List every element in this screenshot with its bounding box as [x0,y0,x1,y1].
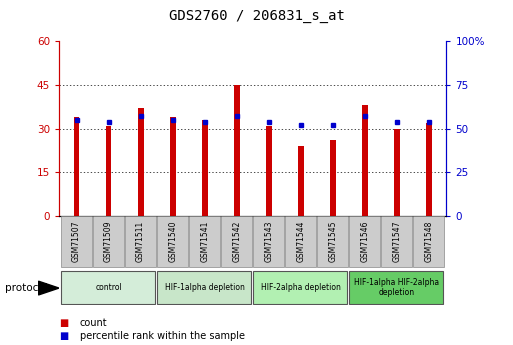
Bar [74,117,80,216]
Text: GSM71507: GSM71507 [72,221,81,262]
FancyBboxPatch shape [157,216,188,267]
FancyBboxPatch shape [381,216,412,267]
FancyBboxPatch shape [189,216,220,267]
FancyBboxPatch shape [413,216,444,267]
Text: GSM71511: GSM71511 [136,221,145,262]
Text: GSM71543: GSM71543 [264,221,273,262]
Text: GSM71547: GSM71547 [392,221,401,262]
FancyBboxPatch shape [285,216,317,267]
FancyBboxPatch shape [349,216,380,267]
Text: HIF-1alpha HIF-2alpha
depletion: HIF-1alpha HIF-2alpha depletion [354,277,439,297]
Bar [426,123,431,216]
FancyBboxPatch shape [157,270,251,304]
Bar [266,126,271,216]
Text: GSM71546: GSM71546 [360,221,369,262]
Text: GSM71540: GSM71540 [168,221,177,262]
Text: GSM71541: GSM71541 [200,221,209,262]
Text: GSM71545: GSM71545 [328,221,337,262]
Text: ■: ■ [59,318,68,327]
Bar [362,105,368,216]
Bar [170,117,175,216]
Text: percentile rank within the sample: percentile rank within the sample [80,332,245,341]
Bar [202,120,208,216]
FancyBboxPatch shape [125,216,156,267]
Bar [234,85,240,216]
FancyBboxPatch shape [93,216,124,267]
Text: GSM71542: GSM71542 [232,221,241,262]
Text: GSM71548: GSM71548 [424,221,433,262]
Text: count: count [80,318,107,327]
Polygon shape [38,281,59,295]
Bar [330,140,336,216]
Text: ■: ■ [59,332,68,341]
FancyBboxPatch shape [253,270,347,304]
FancyBboxPatch shape [317,216,348,267]
Text: protocol: protocol [5,283,48,293]
Bar [298,146,304,216]
Text: GSM71544: GSM71544 [296,221,305,262]
Bar [106,126,111,216]
FancyBboxPatch shape [61,270,155,304]
FancyBboxPatch shape [349,270,443,304]
FancyBboxPatch shape [221,216,252,267]
Text: GDS2760 / 206831_s_at: GDS2760 / 206831_s_at [169,9,344,23]
Text: GSM71509: GSM71509 [104,221,113,262]
FancyBboxPatch shape [61,216,92,267]
Text: HIF-1alpha depletion: HIF-1alpha depletion [165,283,245,292]
Bar [137,108,144,216]
Text: HIF-2alpha depletion: HIF-2alpha depletion [261,283,341,292]
FancyBboxPatch shape [253,216,284,267]
Bar [394,128,400,216]
Text: control: control [95,283,122,292]
